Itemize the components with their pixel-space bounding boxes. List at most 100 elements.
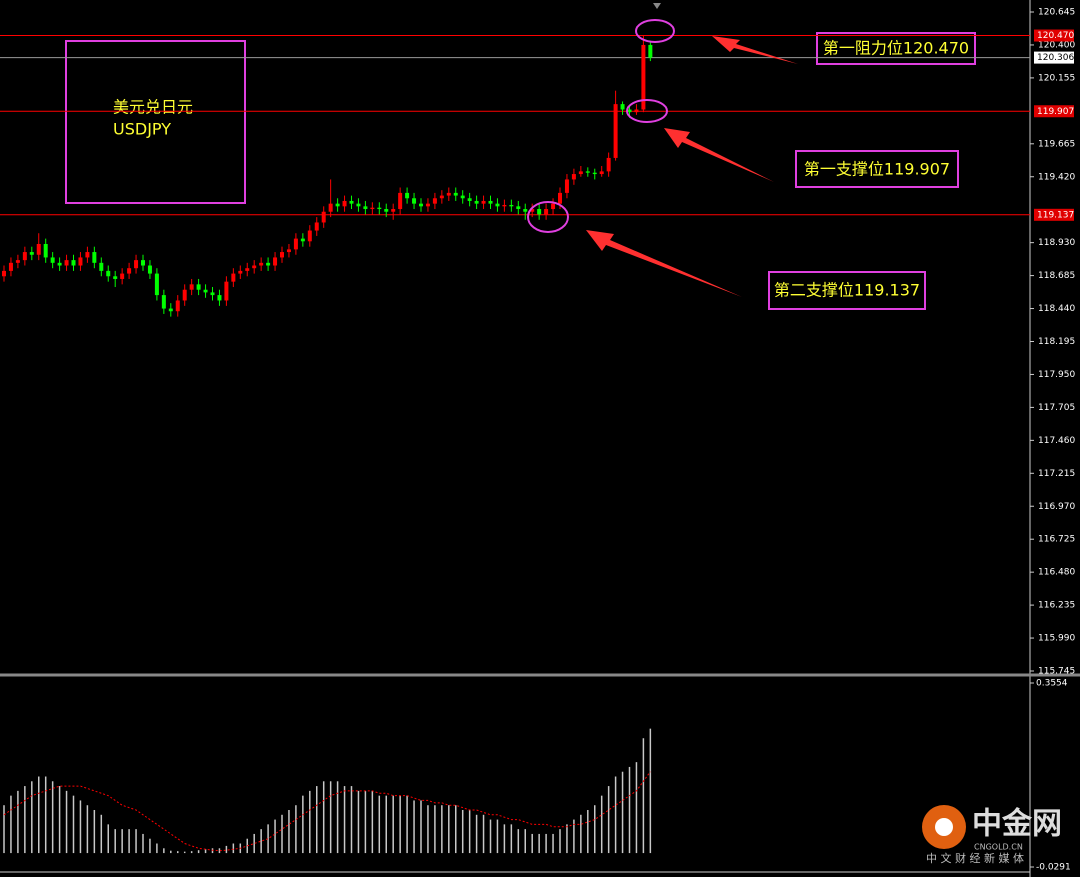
histogram-bar [448,805,450,854]
candle-body [29,252,34,255]
histogram-bar [552,833,554,854]
symbol-name: 美元兑日元 [113,98,193,117]
histogram-bar [496,819,499,854]
watermark-site: CNGOLD.CN [974,843,1023,852]
candle-body [154,273,159,296]
signal-line [3,771,651,852]
histogram-bar [621,771,624,854]
candle-body [419,203,423,207]
histogram-bar [31,781,33,854]
candle-body [203,289,208,293]
histogram-bar [17,790,19,854]
candle-body [460,195,465,199]
histogram-bar [225,845,228,854]
histogram-bar [58,786,61,854]
highlight-ellipse [635,19,675,43]
arrow [664,128,774,182]
candle-body [22,252,27,261]
histogram-bar [566,824,568,854]
y-tick-label: 119.420 [1038,172,1075,182]
candle-body [106,270,111,277]
candle-body [245,268,250,271]
candle-body [606,157,611,172]
candle-body [161,295,166,309]
candle-body [175,300,180,312]
candle-body [599,171,604,175]
candle-body [432,198,437,204]
candle-body [474,200,479,204]
histogram-bar [614,776,617,854]
level-label: 119.137 [1037,210,1074,220]
histogram-bar [170,850,172,854]
histogram-bar [295,805,297,854]
marker [653,3,661,9]
candle-body [648,44,653,58]
histogram-bar [142,833,144,854]
candle-body [613,104,618,158]
histogram-bar [51,781,54,854]
candle-body [502,204,507,207]
y2-tick-label: -0.0291 [1036,863,1071,873]
candle-body [377,207,382,210]
y-tick-label: 120.400 [1038,40,1075,50]
histogram-bar [635,762,638,854]
histogram-bar [65,790,68,854]
histogram-bar [461,810,464,854]
histogram-bar [538,833,540,854]
candle-body [189,284,194,290]
candle-body [210,292,215,296]
histogram-bar [343,786,346,854]
candle-body [300,238,305,242]
histogram-bar [503,824,506,854]
histogram-bar [232,843,235,854]
candle-body [266,262,271,266]
candle-body [2,270,6,277]
candle-body [398,192,403,210]
arrow [712,36,798,64]
candle-body [224,281,229,301]
histogram-bar [336,781,339,854]
histogram-bar [329,781,332,854]
candle-body [120,273,125,279]
histogram-bar [420,800,422,854]
histogram-bar [399,795,401,854]
level-label-bg [1034,208,1074,221]
y-tick-label: 118.685 [1038,271,1075,281]
histogram-bar [3,805,5,854]
annotation-box [795,150,959,188]
candle-body [425,203,430,207]
arrow [586,230,742,297]
candle-body [641,44,646,110]
histogram-bar [434,805,436,854]
histogram-bar [177,851,179,854]
candle-body [620,104,625,110]
watermark-tagline: 中 文 财 经 新 媒 体 [926,851,1024,865]
histogram-bar [600,795,603,854]
histogram-bar [38,776,40,854]
candle-body [564,179,569,193]
histogram-bar [385,795,387,854]
histogram-bar [642,738,645,854]
histogram-bar [531,833,533,854]
histogram-bar [468,810,471,854]
y-tick-label: 116.480 [1038,568,1075,578]
histogram-bar [510,824,513,854]
candle-body [342,200,347,207]
candle-body [71,260,76,266]
histogram-bar [267,824,269,854]
candle-body [314,222,319,231]
histogram-bar [288,810,290,854]
y-tick-label: 117.460 [1038,436,1075,446]
histogram-bar [24,786,26,854]
candle-body [335,203,340,207]
histogram-bar [114,829,116,854]
level-label: 120.306 [1037,53,1074,63]
candle-body [571,174,576,180]
candle-body [85,252,90,258]
candle-body [384,209,389,212]
candle-body [182,289,187,301]
histogram-bar [427,805,429,854]
candle-body [544,209,549,215]
